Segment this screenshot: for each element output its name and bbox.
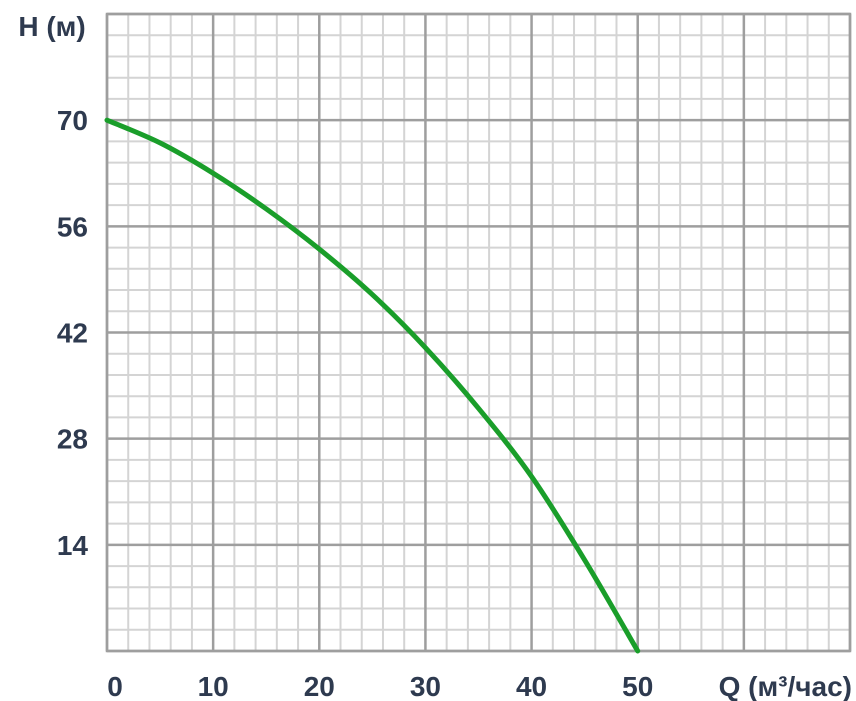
x-tick-label: 30 <box>410 671 441 701</box>
plot-frame <box>105 12 852 653</box>
y-tick-label: 56 <box>57 211 88 242</box>
grid-major <box>105 12 852 653</box>
x-tick-label: 40 <box>516 671 547 701</box>
y-tick-label: 42 <box>57 318 88 349</box>
x-tick-label: 50 <box>622 671 653 701</box>
series-group <box>104 117 641 654</box>
y-tick-labels: 14 28 42 56 70 <box>57 105 89 561</box>
y-axis-title: H (м) <box>18 11 85 42</box>
y-tick-label: 14 <box>57 530 89 561</box>
y-tick-label: 70 <box>57 105 88 136</box>
x-axis-title: Q (м³/час) <box>719 671 852 701</box>
pump-curve-line <box>104 117 641 654</box>
y-tick-label: 28 <box>57 424 88 455</box>
x-tick-label: 10 <box>198 671 229 701</box>
x-tick-labels: 0 10 20 30 40 50 <box>107 671 653 701</box>
x-tick-label: 0 <box>107 671 123 701</box>
x-tick-label: 20 <box>304 671 335 701</box>
